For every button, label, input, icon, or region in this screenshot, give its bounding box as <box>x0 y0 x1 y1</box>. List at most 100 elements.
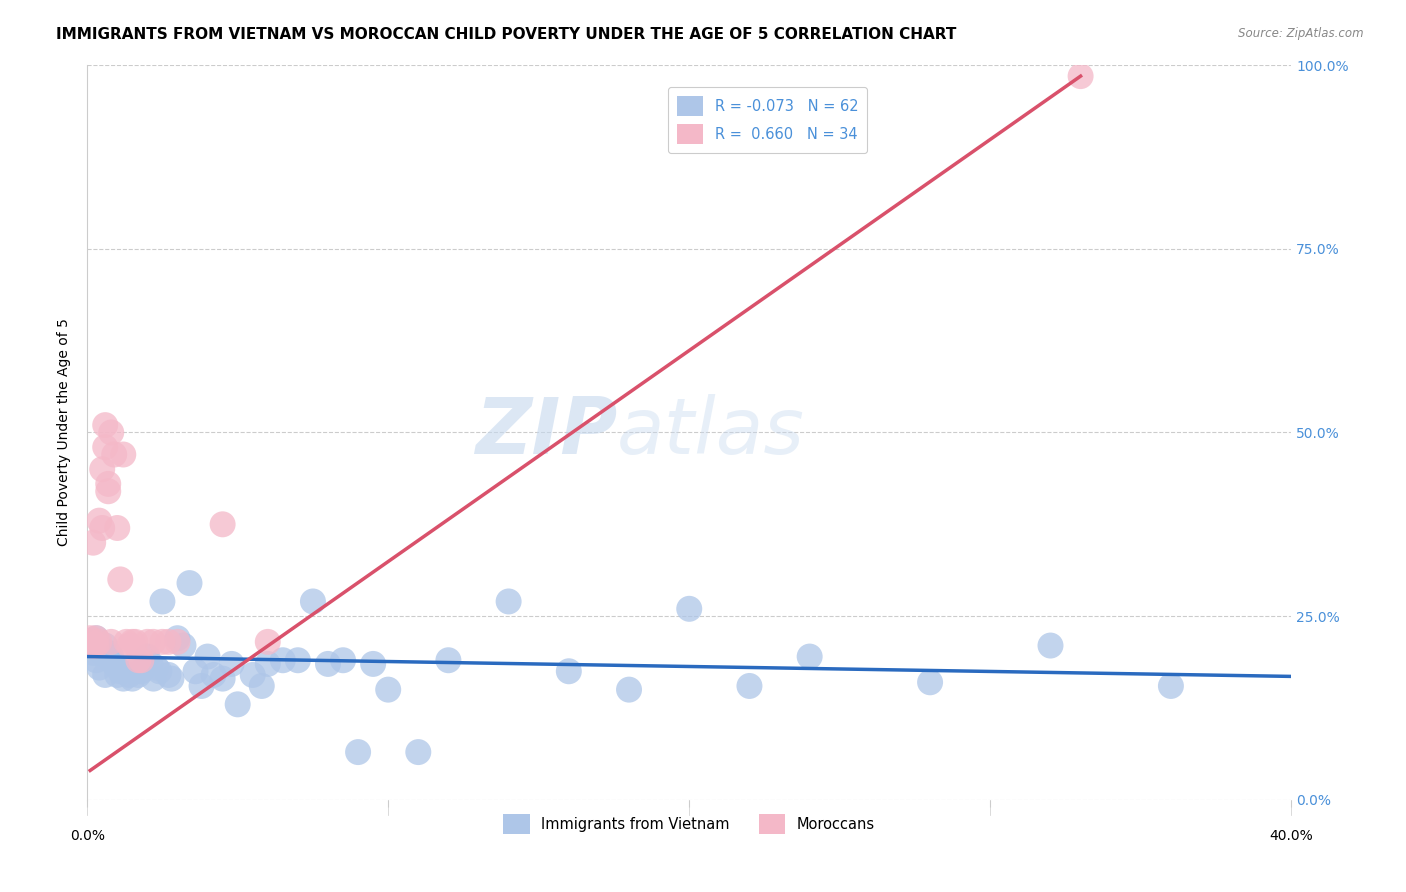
Point <box>97 476 120 491</box>
Text: 0.0%: 0.0% <box>70 830 104 843</box>
Text: ZIP: ZIP <box>475 394 617 470</box>
Point <box>1039 639 1062 653</box>
Point <box>84 631 107 645</box>
Point <box>1160 679 1182 693</box>
Point <box>91 642 114 657</box>
Point <box>142 635 165 649</box>
Point <box>136 649 159 664</box>
Point <box>79 635 101 649</box>
Point <box>250 679 273 693</box>
Point <box>100 653 122 667</box>
Point <box>82 639 104 653</box>
Point <box>121 672 143 686</box>
Point <box>82 535 104 549</box>
Point <box>84 639 107 653</box>
Point <box>115 635 138 649</box>
Point <box>79 631 101 645</box>
Point <box>97 646 120 660</box>
Point <box>100 425 122 440</box>
Point <box>437 653 460 667</box>
Point <box>408 745 430 759</box>
Point <box>94 440 117 454</box>
Point <box>287 653 309 667</box>
Point <box>361 657 384 671</box>
Point <box>118 639 141 653</box>
Point <box>738 679 761 693</box>
Point <box>173 639 195 653</box>
Point <box>920 675 942 690</box>
Point <box>157 668 180 682</box>
Point <box>94 639 117 653</box>
Point <box>79 639 101 653</box>
Point <box>316 657 339 671</box>
Point <box>89 660 111 674</box>
Point <box>558 665 581 679</box>
Point <box>202 668 225 682</box>
Point <box>91 521 114 535</box>
Point <box>152 635 174 649</box>
Point <box>115 660 138 674</box>
Point <box>1070 69 1092 83</box>
Point <box>139 657 162 671</box>
Point <box>84 631 107 645</box>
Point <box>100 635 122 649</box>
Point <box>197 649 219 664</box>
Point <box>377 682 399 697</box>
Point <box>799 649 821 664</box>
Point <box>211 672 233 686</box>
Point <box>166 635 188 649</box>
Point <box>148 665 170 679</box>
Text: atlas: atlas <box>617 394 804 470</box>
Point <box>84 653 107 667</box>
Text: 40.0%: 40.0% <box>1270 830 1313 843</box>
Point <box>91 646 114 660</box>
Point <box>110 573 132 587</box>
Point <box>91 462 114 476</box>
Point <box>617 682 640 697</box>
Point <box>221 657 243 671</box>
Point <box>242 668 264 682</box>
Point <box>105 668 128 682</box>
Point <box>211 517 233 532</box>
Point <box>103 448 125 462</box>
Point <box>94 418 117 433</box>
Point <box>347 745 370 759</box>
Y-axis label: Child Poverty Under the Age of 5: Child Poverty Under the Age of 5 <box>58 318 72 547</box>
Point <box>332 653 354 667</box>
Point <box>124 665 146 679</box>
Text: IMMIGRANTS FROM VIETNAM VS MOROCCAN CHILD POVERTY UNDER THE AGE OF 5 CORRELATION: IMMIGRANTS FROM VIETNAM VS MOROCCAN CHIL… <box>56 27 956 42</box>
Point <box>131 653 153 667</box>
Point <box>127 653 149 667</box>
Point <box>271 653 294 667</box>
Point <box>131 665 153 679</box>
Point <box>124 635 146 649</box>
Text: Source: ZipAtlas.com: Source: ZipAtlas.com <box>1239 27 1364 40</box>
Point <box>160 672 183 686</box>
Point <box>110 665 132 679</box>
Point <box>184 665 207 679</box>
Point <box>94 668 117 682</box>
Point <box>82 646 104 660</box>
Point <box>226 698 249 712</box>
Point <box>157 635 180 649</box>
Point <box>118 668 141 682</box>
Point <box>127 668 149 682</box>
Point <box>190 679 212 693</box>
Point <box>256 635 278 649</box>
Point <box>103 657 125 671</box>
Point <box>152 594 174 608</box>
Point <box>136 635 159 649</box>
Legend: Immigrants from Vietnam, Moroccans: Immigrants from Vietnam, Moroccans <box>498 808 882 840</box>
Point <box>142 672 165 686</box>
Point <box>105 521 128 535</box>
Point <box>89 514 111 528</box>
Point <box>121 635 143 649</box>
Point <box>97 484 120 499</box>
Point <box>112 672 135 686</box>
Point <box>89 635 111 649</box>
Point <box>302 594 325 608</box>
Point <box>166 631 188 645</box>
Point <box>498 594 520 608</box>
Point <box>112 448 135 462</box>
Point <box>179 576 201 591</box>
